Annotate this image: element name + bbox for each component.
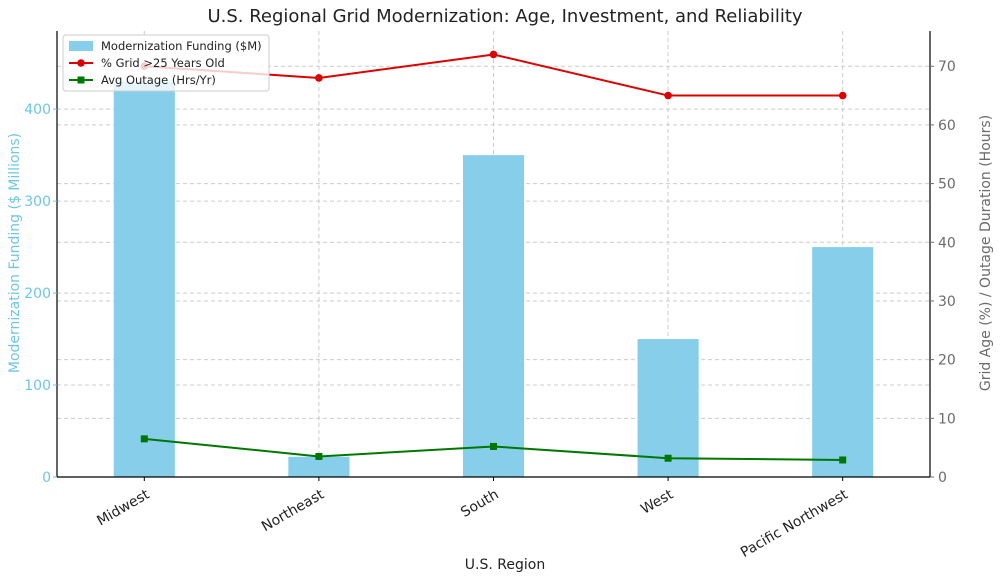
tick-label-left: 100 [24, 378, 51, 394]
legend: Modernization Funding ($M) % Grid >25 Yea… [62, 34, 270, 92]
bar [113, 81, 175, 477]
legend-marker [77, 76, 85, 84]
legend-label: % Grid >25 Years Old [101, 56, 225, 70]
tick-label-left: 400 [24, 102, 51, 118]
tick-label-left: 300 [24, 194, 51, 210]
tick-label-x: West [638, 486, 676, 517]
data-point [489, 50, 498, 59]
legend-label: Avg Outage (Hrs/Yr) [101, 73, 216, 87]
data-point [315, 74, 323, 82]
tick-label-right: 40 [938, 235, 956, 251]
tick-label-right: 0 [938, 470, 947, 486]
tick-label-left: 0 [42, 470, 51, 486]
tick-label-right: 20 [938, 353, 956, 369]
tick-label-right: 70 [938, 59, 956, 75]
legend-label: Modernization Funding ($M) [101, 39, 262, 53]
chart-title: U.S. Regional Grid Modernization: Age, I… [207, 6, 802, 27]
data-point [839, 456, 847, 464]
tick-label-x: Pacific Northwest [738, 486, 851, 561]
data-point [838, 91, 847, 100]
x-axis-label: U.S. Region [465, 557, 545, 573]
tick-label-right: 30 [938, 294, 956, 310]
legend-swatch [69, 41, 93, 51]
tick-label-left: 200 [24, 286, 51, 302]
tick-label-right: 60 [938, 118, 956, 134]
y-axis-right-label: Grid Age (%) / Outage Duration (Hours) [978, 115, 994, 391]
tick-label-x: South [458, 487, 501, 521]
y-axis-left-label: Modernization Funding ($ Millions) [7, 133, 23, 373]
data-point [315, 452, 323, 460]
data-point [490, 442, 497, 450]
tick-label-x: Midwest [94, 486, 152, 529]
legend-box [62, 34, 270, 92]
bar [812, 247, 874, 477]
data-point [664, 91, 672, 100]
bar [637, 339, 699, 477]
bar [288, 456, 350, 477]
legend-marker [77, 59, 85, 67]
bar [462, 155, 525, 477]
legend-items: Modernization Funding ($M) % Grid >25 Yea… [69, 39, 262, 87]
tick-label-right: 10 [938, 411, 956, 427]
tick-label-x: Northeast [259, 486, 327, 535]
tick-label-right: 50 [938, 177, 956, 193]
data-point [664, 454, 672, 462]
data-point [140, 435, 148, 443]
bars-layer [113, 81, 874, 477]
